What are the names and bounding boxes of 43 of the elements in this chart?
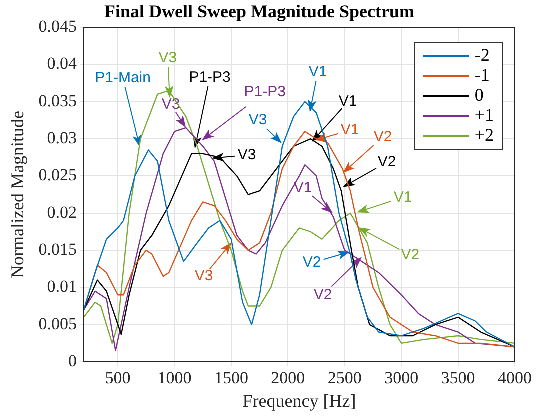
legend-label: 0 bbox=[474, 85, 484, 106]
annotation: V2 bbox=[374, 128, 392, 146]
annotation: V3 bbox=[194, 268, 214, 284]
chart-title: Final Dwell Sweep Magnitude Spectrum bbox=[104, 1, 414, 22]
annotation: V2 bbox=[302, 254, 322, 272]
x-tick-label: 3000 bbox=[384, 368, 419, 388]
annotation: V2 bbox=[401, 246, 420, 264]
annotation: V3 bbox=[238, 146, 256, 164]
annotation: V1 bbox=[340, 122, 360, 139]
legend-label: +2 bbox=[474, 125, 494, 146]
annotation: P1-P3 bbox=[244, 84, 286, 101]
x-tick-label: 1000 bbox=[158, 368, 192, 388]
x-tick-label: 3500 bbox=[441, 368, 476, 388]
legend-label: +1 bbox=[474, 105, 494, 126]
y-tick-label: 0.03 bbox=[47, 128, 77, 148]
x-tick-label: 1500 bbox=[214, 368, 248, 388]
annotation: V1 bbox=[338, 93, 358, 110]
annotation: P1-P3 bbox=[189, 68, 231, 86]
x-tick-label: 2000 bbox=[271, 368, 306, 388]
x-tick-label: 4000 bbox=[498, 368, 532, 388]
y-tick-label: 0.005 bbox=[38, 314, 77, 334]
x-tick-label: 2500 bbox=[328, 368, 362, 388]
annotation: V1 bbox=[308, 63, 328, 80]
y-tick-label: 0.04 bbox=[47, 54, 78, 74]
annotation: V2 bbox=[314, 286, 332, 304]
annotation: V3 bbox=[158, 49, 178, 66]
y-tick-label: 0.045 bbox=[38, 17, 77, 36]
y-tick-label: 0.035 bbox=[38, 91, 77, 110]
annotation: V3 bbox=[248, 112, 268, 129]
y-tick-label: 0 bbox=[68, 351, 77, 370]
legend-label: -1 bbox=[474, 65, 490, 86]
y-tick-label: 0.02 bbox=[47, 202, 77, 222]
y-tick-label: 0.01 bbox=[47, 277, 77, 296]
annotation: V2 bbox=[378, 154, 396, 171]
y-tick-label: 0.025 bbox=[38, 166, 77, 185]
annotation: P1-Main bbox=[95, 69, 151, 86]
x-tick-label: 500 bbox=[105, 368, 131, 388]
x-axis-title: Frequency [Hz] bbox=[242, 390, 356, 411]
legend-label: -2 bbox=[474, 45, 490, 66]
y-tick-label: 0.015 bbox=[38, 240, 77, 259]
annotation: V1 bbox=[294, 180, 312, 197]
annotation: V1 bbox=[394, 188, 412, 206]
y-axis-title: Normalized Magnitude bbox=[8, 111, 28, 279]
